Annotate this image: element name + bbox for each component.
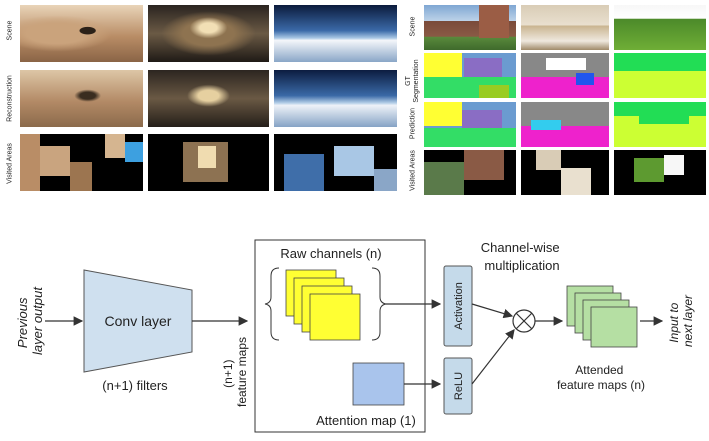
- attended-label: Attended feature maps (n): [557, 363, 645, 392]
- activation-label: Activation: [453, 282, 465, 330]
- scene-image-1: [20, 5, 143, 62]
- prediction-bedroom: [521, 102, 609, 147]
- prediction-building: [424, 102, 516, 147]
- relu-box: [443, 357, 473, 415]
- attended-line2: feature maps (n): [557, 378, 645, 392]
- visited-areas-image-3: [274, 134, 397, 191]
- left-brace: [264, 267, 280, 341]
- scene-image-field: [614, 5, 706, 50]
- conv-layer-shape: [83, 269, 193, 373]
- channel-wise-label: Channel-wise multiplication: [481, 240, 563, 273]
- visited-areas-image-1: [20, 134, 143, 191]
- attended-maps-stack: [566, 285, 638, 348]
- previous-layer-label: Previous layer output: [15, 286, 45, 355]
- input-next-line1: Input to: [667, 302, 681, 342]
- scene-image-3: [274, 5, 397, 62]
- gt-segmentation-field: [614, 53, 706, 98]
- visited-areas-field: [614, 150, 706, 195]
- conv-layer-label: Conv layer: [105, 313, 172, 329]
- gt-segmentation-bedroom: [521, 53, 609, 98]
- reconstruction-image-2: [148, 70, 269, 127]
- reconstruction-image-1: [20, 70, 143, 127]
- visited-areas-building: [424, 150, 516, 195]
- input-next-layer-label: Input to next layer: [667, 294, 695, 347]
- channel-wise-line1: Channel-wise: [481, 240, 560, 255]
- raw-channels-label: Raw channels (n): [280, 246, 381, 261]
- previous-layer-line2: layer output: [30, 286, 45, 355]
- relu-label: ReLU: [453, 372, 465, 400]
- attention-map-square: [352, 362, 405, 406]
- attention-map-label: Attention map (1): [316, 413, 416, 428]
- filters-label: (n+1) filters: [102, 378, 168, 393]
- feature-maps-line1: (n+1): [221, 359, 235, 387]
- feature-maps-label: (n+1) feature maps: [221, 337, 249, 407]
- scene-image-building: [424, 5, 516, 50]
- multiply-icon: [512, 309, 536, 333]
- reconstruction-image-3: [274, 70, 397, 127]
- prediction-field: [614, 102, 706, 147]
- raw-channels-stack: [285, 269, 361, 341]
- input-next-line2: next layer: [681, 294, 695, 347]
- visited-areas-bedroom: [521, 150, 609, 195]
- activation-box: [443, 265, 473, 347]
- feature-maps-line2: feature maps: [235, 337, 249, 407]
- scene-image-2: [148, 5, 269, 62]
- arrow-relu-to-mult: [471, 329, 515, 385]
- visited-areas-image-2: [148, 134, 269, 191]
- scene-image-bedroom: [521, 5, 609, 50]
- previous-layer-line1: Previous: [15, 297, 30, 348]
- channel-wise-line2: multiplication: [484, 258, 559, 273]
- gt-segmentation-building: [424, 53, 516, 98]
- arrow-activation-to-mult: [471, 303, 514, 319]
- attended-line1: Attended: [575, 363, 623, 377]
